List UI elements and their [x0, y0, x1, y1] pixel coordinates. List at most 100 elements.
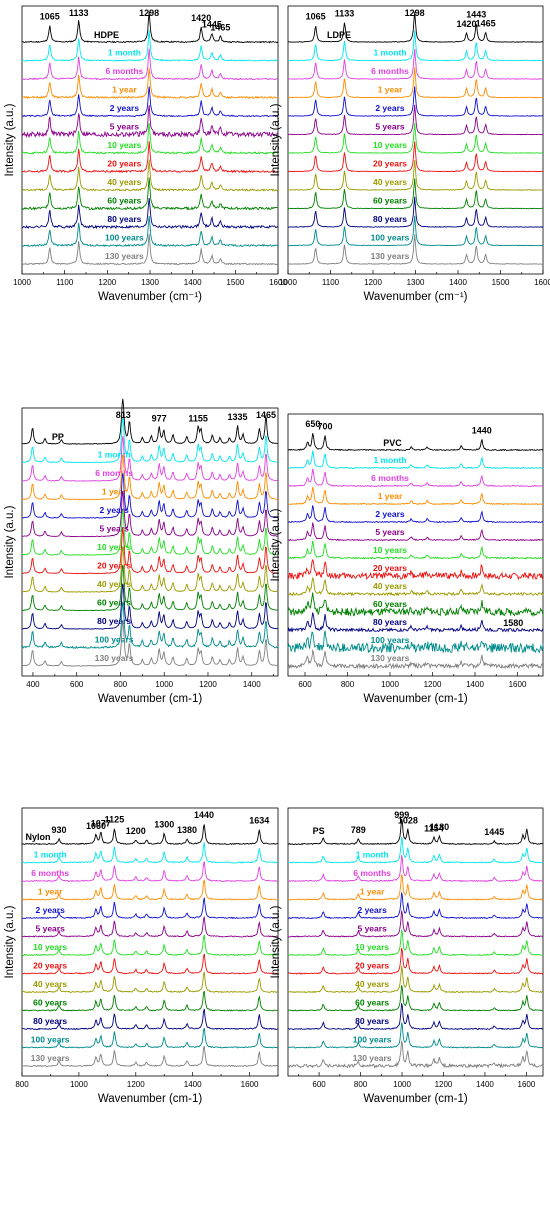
spectrum-line	[21, 916, 279, 938]
x-tick-label: 1600	[518, 1080, 536, 1089]
x-axis-label: Wavenumber (cm⁻¹)	[363, 291, 467, 303]
spectrum-line	[21, 435, 279, 482]
series-label: 2 years	[100, 505, 130, 515]
series-label: 10 years	[373, 545, 407, 555]
x-tick-label: 1100	[56, 278, 74, 287]
series-label: 130 years	[353, 1053, 392, 1063]
peak-label: 930	[51, 825, 66, 835]
x-tick-label: 800	[114, 680, 128, 689]
x-tick-label: 1200	[364, 278, 382, 287]
spectrum-line	[287, 141, 544, 173]
series-label: 6 months	[371, 473, 409, 483]
spectrum-line	[287, 965, 544, 994]
series-label: 60 years	[373, 196, 407, 206]
x-tick-label: 1000	[381, 680, 399, 689]
panel-nylon: 800 1000 1200 1400 1600 Wavenumber (cm-1) Inte…	[4, 807, 279, 1105]
peak-label: 1445	[202, 20, 222, 30]
series-label: 60 years	[33, 998, 67, 1008]
polymer-label: Nylon	[25, 832, 50, 842]
spectrum-line	[287, 450, 544, 470]
spectrum-line	[21, 879, 279, 901]
spectrum-line	[287, 818, 544, 846]
series-label: 10 years	[107, 140, 141, 150]
peak-label: 1154	[424, 824, 444, 834]
series-label: 10 years	[97, 542, 131, 552]
spectrum-line	[287, 855, 544, 883]
series-label: 60 years	[97, 598, 131, 608]
polymer-label: PVC	[383, 438, 402, 448]
peak-label: 1125	[105, 814, 125, 824]
spectrum-line	[22, 122, 279, 155]
plot-frame	[21, 407, 279, 677]
x-tick-label: 1500	[226, 278, 244, 287]
spectrum-line	[287, 612, 544, 633]
spectrum-line	[287, 837, 543, 864]
peak-label: 977	[152, 414, 167, 424]
spectrum-line	[21, 990, 279, 1012]
x-tick-label: 1400	[184, 1080, 202, 1089]
series-label: 6 months	[95, 468, 133, 478]
peak-label: 1465	[476, 18, 496, 28]
peak-label: 813	[116, 410, 131, 420]
spectrum-line	[287, 196, 543, 228]
spectrum-line	[21, 105, 279, 139]
polymer-label: PS	[313, 826, 325, 836]
spectrum-line	[21, 198, 279, 230]
peak-label: 1440	[194, 810, 214, 820]
x-tick-label: 1200	[435, 1080, 453, 1089]
x-axis-label: Wavenumber (cm⁻¹)	[98, 291, 202, 303]
series-label: 100 years	[371, 233, 410, 243]
x-tick-label: 1000	[70, 1080, 88, 1089]
peak-label: 700	[317, 422, 332, 432]
series-label: 2 years	[375, 509, 405, 519]
x-tick-label: 1200	[98, 278, 116, 287]
series-label: 20 years	[355, 961, 389, 971]
peak-label: 1077	[91, 818, 111, 828]
series-label: 100 years	[371, 635, 410, 645]
peak-label: 999	[394, 810, 409, 820]
peak-label: 1335	[228, 412, 248, 422]
series-label: 1 month	[98, 450, 131, 460]
series-label: 5 years	[36, 924, 66, 934]
panel-ldpe: 1000 1100 1200 1300 1400 1500 1600 Wavenumber (…	[270, 5, 550, 303]
spectrum-line	[287, 178, 544, 210]
series-label: 40 years	[373, 581, 407, 591]
spectrum-line	[21, 216, 279, 248]
series-label: 80 years	[373, 617, 407, 627]
spectrum-line	[21, 11, 279, 44]
series-label: 20 years	[33, 961, 67, 971]
peak-label: 1200	[126, 826, 146, 836]
series-label: 6 months	[106, 66, 144, 76]
series-label: 80 years	[355, 1016, 389, 1026]
x-tick-label: 1600	[241, 1080, 259, 1089]
spectrum-line	[287, 522, 544, 542]
peak-label: 789	[351, 825, 366, 835]
series-label: 10 years	[355, 942, 389, 952]
series-label: 80 years	[97, 616, 131, 626]
series-label: 100 years	[95, 635, 134, 645]
spectrum-line	[21, 48, 279, 81]
x-tick-label: 1300	[407, 278, 425, 287]
peak-label: 1298	[139, 8, 159, 18]
panel-pvc: 600 800 1000 1200 1400 1600 Wavenumber (cm-1) I…	[270, 413, 544, 705]
spectrum-line	[287, 910, 543, 938]
spectrum-line	[21, 621, 279, 667]
spectrum-line	[21, 897, 278, 920]
x-tick-label: 1600	[534, 278, 550, 287]
peak-label: 1180	[430, 822, 450, 832]
spectrum-line	[287, 67, 544, 99]
spectrum-line	[21, 1027, 279, 1049]
y-axis-label: Intensity (a.u.)	[270, 103, 282, 176]
series-label: 1 month	[34, 850, 67, 860]
x-tick-label: 600	[298, 680, 312, 689]
peak-label: 1465	[210, 23, 230, 33]
series-label: 5 years	[375, 527, 405, 537]
x-tick-label: 1500	[492, 278, 510, 287]
plot-frame	[287, 413, 544, 677]
spectrum-line	[287, 540, 544, 560]
x-axis-label: Wavenumber (cm-1)	[98, 1093, 203, 1105]
series-label: 1 year	[378, 85, 403, 95]
panel-hdpe: 1000 1100 1200 1300 1400 1500 1600 Wavenumber (…	[4, 5, 287, 303]
x-tick-label: 1200	[424, 680, 442, 689]
plot-frame	[287, 807, 544, 1077]
